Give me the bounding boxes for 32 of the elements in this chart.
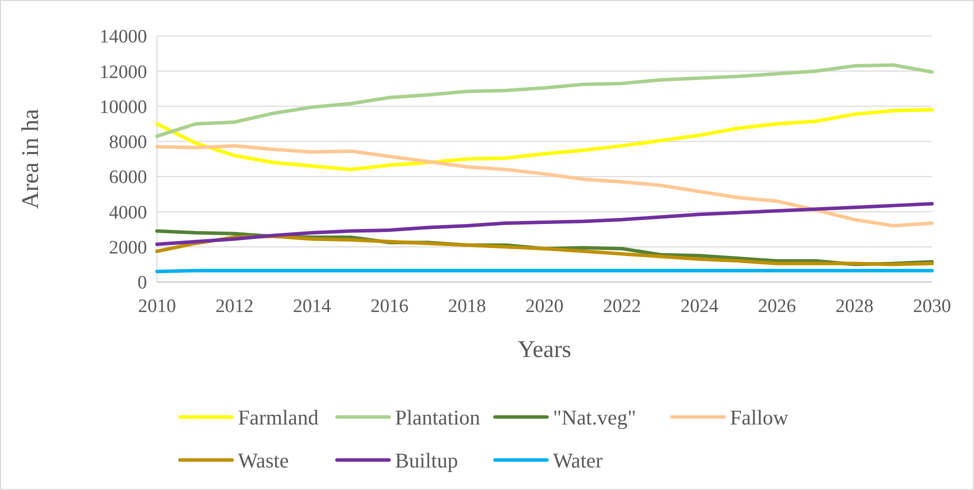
- x-tick-label: 2024: [680, 296, 719, 317]
- x-tick-label: 2030: [913, 296, 951, 317]
- legend-label: "Nat.veg": [553, 405, 636, 430]
- legend-label: Builtup: [395, 448, 458, 472]
- legend-label: Waste: [238, 448, 289, 472]
- x-tick-label: 2010: [138, 296, 176, 317]
- y-tick-label: 12000: [100, 62, 147, 83]
- x-tick-label: 2026: [758, 296, 796, 317]
- line-series: [155, 144, 934, 228]
- x-tick-label: 2016: [370, 296, 408, 317]
- x-tick-label: 2014: [293, 296, 332, 317]
- legend-label: Water: [553, 448, 603, 472]
- legend-label: Fallow: [730, 405, 790, 430]
- line-series: [155, 63, 934, 138]
- x-tick-label: 2028: [836, 296, 874, 317]
- x-axis-title: Years: [518, 337, 572, 363]
- y-tick-label: 6000: [109, 167, 147, 188]
- x-tick-label: 2018: [448, 296, 486, 317]
- y-tick-label: 4000: [109, 202, 147, 224]
- line-series: [155, 108, 934, 172]
- x-tick-label: 2012: [216, 296, 254, 317]
- y-axis-title: Area in ha: [18, 108, 44, 209]
- x-tick-label: 2020: [526, 296, 564, 317]
- line-series: [155, 202, 934, 246]
- y-tick-label: 10000: [100, 96, 147, 118]
- y-tick-label: 0: [138, 272, 147, 294]
- y-tick-label: 2000: [109, 238, 147, 259]
- legend-label: Farmland: [238, 405, 319, 430]
- y-tick-label: 8000: [109, 132, 147, 154]
- x-tick-label: 2022: [603, 296, 641, 317]
- legend-label: Plantation: [395, 405, 481, 430]
- y-tick-label: 14000: [100, 26, 147, 48]
